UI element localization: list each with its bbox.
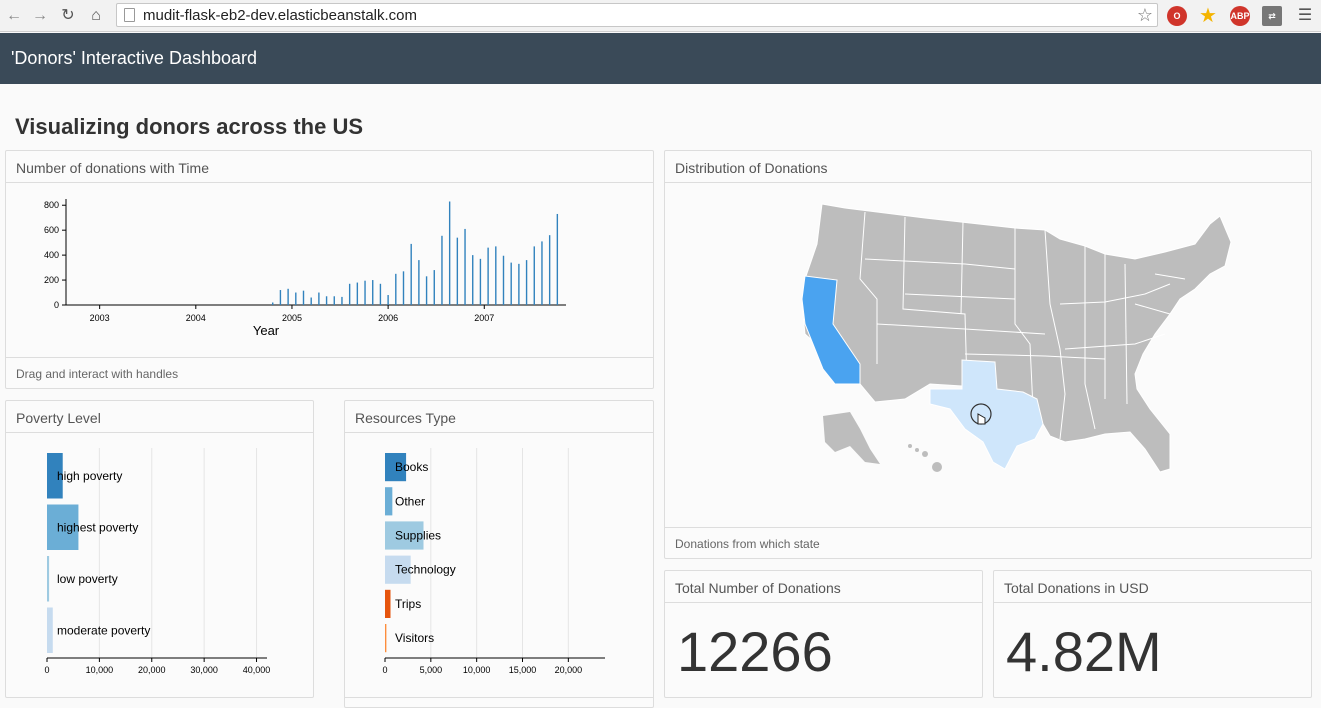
x-tick-label: 30,000: [190, 665, 218, 675]
home-icon[interactable]: ⌂: [91, 7, 101, 24]
map-footer: Donations from which state: [665, 527, 1311, 558]
category-bar: [385, 453, 407, 482]
category-label: Books: [395, 460, 428, 474]
category-bar: [385, 589, 391, 618]
x-tick-label: 5,000: [420, 665, 443, 675]
resources-title: Resources Type: [345, 401, 653, 433]
app-title[interactable]: 'Donors' Interactive Dashboard: [11, 48, 257, 68]
category-label: Other: [395, 494, 425, 508]
category-bar: [385, 624, 387, 653]
x-tick-label: 2006: [378, 313, 398, 323]
x-tick-label: 2005: [282, 313, 302, 323]
x-tick-label: 2004: [186, 313, 206, 323]
category-label: Visitors: [395, 631, 434, 645]
forward-icon[interactable]: →: [32, 7, 48, 24]
resources-chart[interactable]: 0 5,000 10,000 15,000 20,000 Books Other Suppli…: [345, 434, 653, 696]
y-tick-label: 600: [44, 225, 59, 235]
y-tick-label: 400: [44, 250, 59, 260]
x-tick-label: 2003: [90, 313, 110, 323]
map-title: Distribution of Donations: [665, 151, 1311, 183]
map-states[interactable]: [801, 203, 1232, 473]
category-bar: [47, 504, 79, 550]
california-state[interactable]: [801, 275, 861, 385]
category-label: Trips: [395, 597, 421, 611]
category-bar: [47, 453, 63, 499]
x-tick-label: 20,000: [138, 665, 166, 675]
poverty-chart[interactable]: 0 10,000 20,000 30,000 40,000 high poverty hig…: [6, 434, 313, 696]
bookmark-star-icon[interactable]: ★: [1199, 5, 1217, 27]
category-bar: [47, 607, 53, 653]
url-text[interactable]: mudit-flask-eb2-dev.elasticbeanstalk.com: [143, 7, 418, 24]
category-bar: [385, 555, 411, 584]
y-tick-label: 800: [44, 200, 59, 210]
us-map[interactable]: [665, 184, 1311, 528]
bookmark-icon[interactable]: ☆: [1136, 5, 1153, 25]
map-panel: Distribution of Donations: [664, 150, 1312, 559]
resources-footer-divider: [345, 697, 653, 698]
poverty-panel: Poverty Level 0 10,000 20,000 30,000 40,000 h…: [5, 400, 314, 698]
category-bar: [47, 556, 50, 602]
x-tick-label: 20,000: [555, 665, 583, 675]
x-tick-label: 10,000: [86, 665, 114, 675]
category-bar: [385, 521, 424, 550]
category-label: high poverty: [57, 469, 122, 483]
back-icon[interactable]: ←: [6, 7, 22, 24]
category-label: moderate poverty: [57, 623, 150, 637]
hand-cursor-icon: [970, 403, 992, 425]
state-borders: [859, 211, 1186, 440]
time-chart-panel: Number of donations with Time 0 200 400 600…: [5, 150, 654, 389]
x-tick-label: 2007: [474, 313, 494, 323]
y-tick-label: 200: [44, 275, 59, 285]
poverty-title: Poverty Level: [6, 401, 313, 433]
adblock-icon[interactable]: ABP: [1230, 6, 1250, 26]
texas-state[interactable]: [929, 359, 1044, 470]
total-count-title: Total Number of Donations: [665, 571, 982, 603]
category-bar: [385, 487, 393, 516]
app-navbar: 'Donors' Interactive Dashboard: [0, 33, 1321, 84]
category-label: highest poverty: [57, 520, 138, 534]
total-usd-panel: Total Donations in USD 4.82M: [993, 570, 1312, 698]
x-tick-label: 0: [44, 665, 49, 675]
x-tick-label: 40,000: [243, 665, 271, 675]
total-count-value: 12266: [677, 620, 833, 683]
category-label: low poverty: [57, 572, 118, 586]
page-heading: Visualizing donors across the US: [15, 114, 364, 139]
address-bar[interactable]: mudit-flask-eb2-dev.elasticbeanstalk.com…: [116, 3, 1158, 27]
hawaii-state[interactable]: [908, 444, 942, 472]
reload-icon[interactable]: ↻: [61, 7, 75, 24]
category-label: Supplies: [395, 529, 441, 543]
total-count-panel: Total Number of Donations 12266: [664, 570, 983, 698]
time-chart-title: Number of donations with Time: [6, 151, 653, 183]
x-tick-label: 15,000: [509, 665, 537, 675]
x-axis-label: Year: [253, 323, 280, 338]
time-chart-footer: Drag and interact with handles: [6, 357, 653, 388]
page-icon: [124, 8, 135, 22]
alaska-state[interactable]: [823, 412, 880, 464]
menu-icon[interactable]: ☰: [1297, 7, 1313, 24]
browser-toolbar: ← → ↻ ⌂ mudit-flask-eb2-dev.elasticbeans…: [0, 0, 1321, 32]
x-tick-label: 10,000: [463, 665, 491, 675]
x-tick-label: 0: [382, 665, 387, 675]
total-usd-value: 4.82M: [1006, 620, 1162, 683]
sync-icon[interactable]: ⇄: [1262, 6, 1282, 26]
time-chart[interactable]: 0 200 400 600 800 2003 2004 2005 2006 2007 Year: [6, 184, 653, 360]
y-tick-label: 0: [54, 300, 59, 310]
resources-panel: Resources Type 0 5,000 10,000 15,000 20,000 B…: [344, 400, 654, 708]
opera-icon[interactable]: O: [1167, 6, 1187, 26]
total-usd-title: Total Donations in USD: [994, 571, 1311, 603]
category-label: Technology: [395, 563, 456, 577]
